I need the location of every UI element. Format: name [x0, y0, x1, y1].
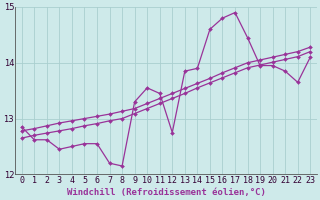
X-axis label: Windchill (Refroidissement éolien,°C): Windchill (Refroidissement éolien,°C)	[67, 188, 266, 197]
